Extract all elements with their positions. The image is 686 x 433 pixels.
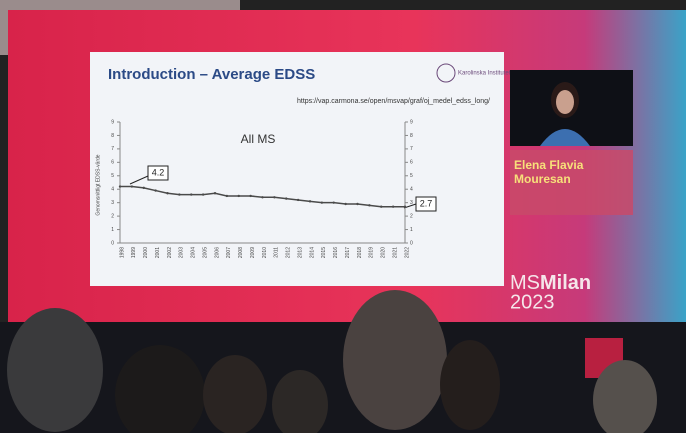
- data-point: [404, 206, 406, 208]
- data-point: [261, 196, 263, 198]
- x-tick-label: 2021: [392, 247, 398, 258]
- x-tick-label: 2006: [214, 247, 220, 258]
- stage: [0, 322, 686, 433]
- audience-head: [343, 290, 447, 430]
- y2-tick-label: 5: [410, 173, 413, 179]
- y2-tick-label: 2: [410, 213, 413, 219]
- x-tick-label: 2001: [155, 247, 161, 258]
- x-tick-label: 2016: [333, 247, 339, 258]
- x-tick-label: 2004: [191, 247, 197, 258]
- y-tick-label: 6: [111, 160, 114, 166]
- x-tick-label: 2000: [143, 247, 149, 258]
- data-point: [380, 206, 382, 208]
- data-point: [178, 193, 180, 195]
- x-tick-label: 2020: [381, 247, 387, 258]
- y2-tick-label: 6: [410, 160, 413, 166]
- x-tick-label: 2011: [274, 247, 280, 258]
- data-point: [190, 193, 192, 195]
- y-tick-label: 7: [111, 146, 114, 152]
- y2-tick-label: 8: [410, 133, 413, 139]
- data-point: [226, 195, 228, 197]
- data-point: [166, 192, 168, 194]
- speaker-name-box: Elena Flavia Mouresan: [514, 158, 629, 198]
- y-tick-label: 3: [111, 200, 114, 206]
- data-point: [321, 201, 323, 203]
- x-tick-label: 2008: [238, 247, 244, 258]
- x-tick-label: 2012: [286, 247, 292, 258]
- x-tick-label: 2009: [250, 247, 256, 258]
- annotation: 2.7: [420, 198, 433, 208]
- audience-head: [440, 340, 500, 430]
- data-point: [143, 187, 145, 189]
- y2-tick-label: 7: [410, 146, 413, 152]
- data-point: [297, 199, 299, 201]
- slide-title: Introduction – Average EDSS: [108, 66, 315, 83]
- scene: Introduction – Average EDSS Karolinska I…: [0, 0, 686, 433]
- x-tick-label: 2015: [321, 247, 327, 258]
- source-url: https://vap.carmona.se/open/msvap/graf/o…: [297, 98, 490, 105]
- y-tick-label: 9: [111, 119, 114, 125]
- x-tick-label: 2010: [262, 247, 268, 258]
- x-tick-label: 2007: [226, 247, 232, 258]
- y-tick-label: 2: [111, 213, 114, 219]
- data-point: [285, 197, 287, 199]
- x-tick-label: 2005: [202, 247, 208, 258]
- x-tick-label: 2002: [167, 247, 173, 258]
- speaker-name: Elena Flavia Mouresan: [514, 158, 629, 186]
- data-point: [202, 193, 204, 195]
- y-tick-label: 1: [111, 227, 114, 233]
- x-tick-label: 1998: [119, 247, 125, 258]
- y-tick-label: 0: [111, 240, 114, 246]
- data-point: [344, 203, 346, 205]
- chart-title: All MS: [241, 132, 276, 146]
- y-tick-label: 4: [111, 187, 114, 193]
- audience-head: [7, 308, 103, 432]
- y-axis-label: Genomsnittligt EDSS-värde: [95, 154, 101, 215]
- data-point: [333, 201, 335, 203]
- x-tick-label: 1999: [131, 247, 137, 258]
- data-point: [131, 185, 133, 187]
- y-tick-label: 8: [111, 133, 114, 139]
- x-tick-label: 2013: [297, 247, 303, 258]
- data-point: [368, 204, 370, 206]
- x-tick-label: 2019: [369, 247, 375, 258]
- x-tick-label: 2022: [404, 247, 410, 258]
- y2-tick-label: 3: [410, 200, 413, 206]
- y2-tick-label: 9: [410, 119, 413, 125]
- annotation: 4.2: [152, 167, 165, 177]
- y-tick-label: 5: [111, 173, 114, 179]
- data-point: [154, 189, 156, 191]
- audience-head: [203, 355, 267, 433]
- data-point: [273, 196, 275, 198]
- y2-tick-label: 4: [410, 187, 413, 193]
- data-point: [119, 185, 121, 187]
- x-tick-label: 2014: [309, 247, 315, 258]
- x-tick-label: 2017: [345, 247, 351, 258]
- speaker-face: [556, 90, 574, 114]
- data-point: [249, 195, 251, 197]
- logo-text: Karolinska Institutet: [458, 71, 511, 77]
- x-tick-label: 2018: [357, 247, 363, 258]
- data-point: [309, 200, 311, 202]
- data-point: [392, 206, 394, 208]
- y2-tick-label: 0: [410, 240, 413, 246]
- y2-tick-label: 1: [410, 227, 413, 233]
- data-point: [238, 195, 240, 197]
- data-point: [214, 192, 216, 194]
- data-point: [356, 203, 358, 205]
- event-year: 2023: [510, 291, 555, 313]
- x-tick-label: 2003: [179, 247, 185, 258]
